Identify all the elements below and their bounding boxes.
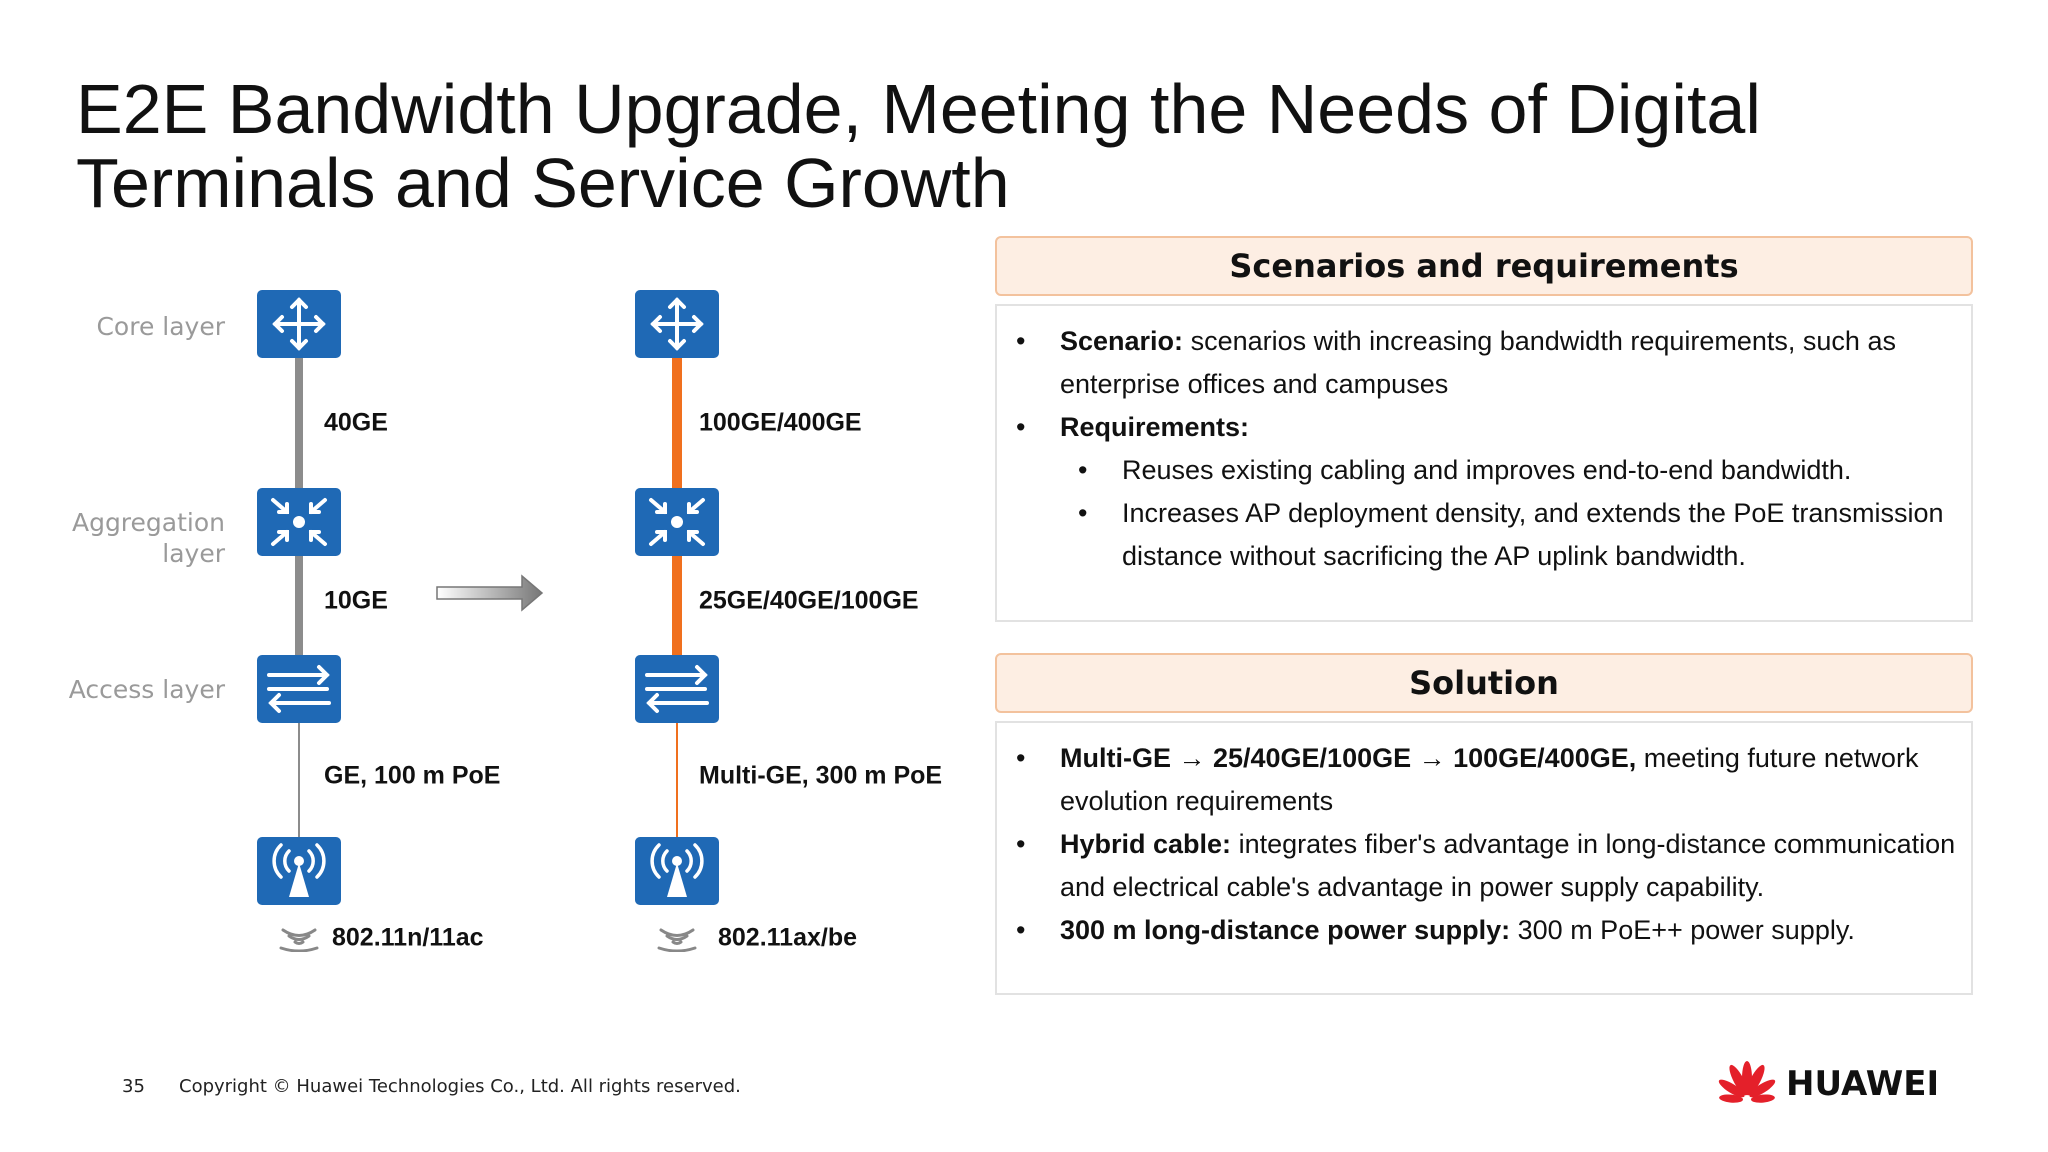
link-label: 10GE [324,587,388,615]
panel-heading: Scenarios and requirements [995,236,1973,296]
sub-list: Reuses existing cabling and improves end… [1060,449,1957,578]
layer-label-line: Access layer [68,675,225,704]
bullet-lead: Requirements: [1060,412,1250,442]
core-switch-icon [257,290,341,358]
sub-item: Reuses existing cabling and improves end… [1078,449,1957,492]
bullet-item: 300 m long-distance power supply:300 m P… [1016,909,1957,952]
core-switch-icon [635,290,719,358]
ap-icon [635,837,719,905]
layer-label-line: layer [162,539,225,568]
panel-body: Multi-GE → 25/40GE/100GE → 100GE/400GE,m… [995,721,1973,995]
layer-label-line: Aggregation [71,508,225,537]
panel-body: Scenario:scenarios with increasing bandw… [995,304,1973,622]
layer-label: Aggregation layer [72,507,225,569]
wifi-icon [657,928,697,952]
wifi-label: 802.11n/11ac [332,924,484,952]
bullet-lead: 300 m long-distance power supply: [1060,915,1511,945]
link-label: GE, 100 m PoE [324,762,500,790]
copyright: Copyright © Huawei Technologies Co., Ltd… [179,1076,741,1097]
bullet-text: scenarios with increasing bandwidth requ… [1060,326,1896,399]
access-switch-icon [257,655,341,723]
bullet-item: Multi-GE → 25/40GE/100GE → 100GE/400GE,m… [1016,737,1957,823]
layer-label-line: Core layer [96,312,225,341]
link-label: 40GE [324,409,388,437]
layer-label: Core layer [96,311,225,342]
bullet-text: 300 m PoE++ power supply. [1517,915,1855,945]
aggregation-switch-icon [257,488,341,556]
aggregation-switch-icon [635,488,719,556]
bullet-item: Scenario:scenarios with increasing bandw… [1016,320,1957,406]
brand-name: HUAWEI [1786,1064,1940,1104]
brand-logo [1718,1061,1776,1103]
panel-heading: Solution [995,653,1973,713]
layer-label: Access layer [69,674,225,705]
bullet-text: meeting future network evolution require… [1060,743,1919,816]
slide-title: E2E Bandwidth Upgrade, Meeting the Needs… [76,70,1761,222]
page-number: 35 [122,1076,145,1097]
bullet-list: Multi-GE → 25/40GE/100GE → 100GE/400GE,m… [1016,737,1957,952]
bullet-item: Requirements: Reuses existing cabling and… [1016,406,1957,578]
sub-item: Increases AP deployment density, and ext… [1078,492,1957,578]
bullet-list: Scenario:scenarios with increasing bandw… [1016,320,1957,578]
bullet-lead: Hybrid cable: [1060,829,1232,859]
bullet-item: Hybrid cable:integrates fiber's advantag… [1016,823,1957,909]
bullet-text: integrates fiber's advantage in long-dis… [1060,829,1956,902]
access-switch-icon [635,655,719,723]
wifi-icon [279,928,319,952]
upgrade-arrow [436,574,544,612]
network-diagram: 40GE 10GE GE, 100 m PoE 802.11n/11ac 100… [257,290,942,952]
ap-icon [257,837,341,905]
link-label: 100GE/400GE [699,409,862,437]
wifi-label: 802.11ax/be [718,924,857,952]
link-label: 25GE/40GE/100GE [699,587,919,615]
bullet-lead: Multi-GE → 25/40GE/100GE → 100GE/400GE, [1060,743,1637,773]
bullet-lead: Scenario: [1060,326,1184,356]
link-label: Multi-GE, 300 m PoE [699,762,942,790]
